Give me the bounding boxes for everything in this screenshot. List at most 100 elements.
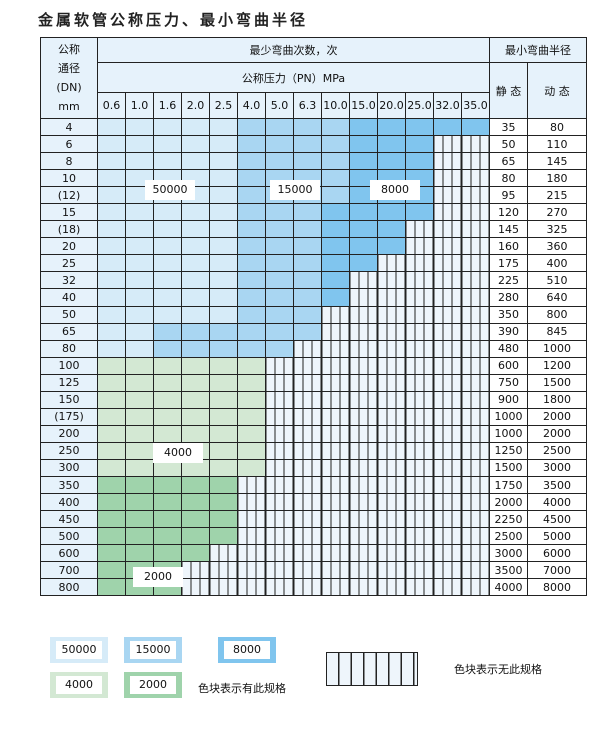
unavailable-cell [293,373,322,392]
available-cell [97,561,126,580]
available-cell [125,322,154,341]
unavailable-cell [321,390,350,409]
unavailable-cell [405,561,434,580]
static-radius-cell: 390 [489,322,528,341]
legend-swatch-4000: 4000 [50,672,108,698]
available-cell [237,373,266,392]
dn-cell: (12) [40,186,98,205]
unavailable-cell [349,407,378,426]
dynamic-radius-cell: 2000 [527,424,587,443]
unavailable-cell [321,493,350,512]
unavailable-cell [349,578,378,597]
table-row: 350 1750 3500 [40,475,587,495]
available-cell [265,152,294,171]
available-cell [349,135,378,154]
available-cell [125,390,154,409]
dn-cell: 450 [40,510,98,529]
page-title: 金属软管公称压力、最小弯曲半径 [38,11,309,29]
unavailable-cell [461,135,490,154]
available-cell [209,339,238,358]
available-cell [209,117,238,137]
available-cell [153,493,182,512]
pressure-column-header: 2.0 [181,92,210,119]
available-cell [349,203,378,222]
available-cell [97,493,126,512]
unavailable-cell [237,475,266,495]
dn-label-line: 公称 [58,43,80,56]
dn-cell: 6 [40,135,98,154]
static-radius-cell: 1000 [489,424,528,443]
static-radius-cell: 80 [489,169,528,188]
unavailable-cell [405,527,434,546]
spec-table: 公称 通径 (DN) mm 最少弯曲次数，次 最小弯曲半径 公称压力（PN）MP… [40,37,587,597]
available-cell [321,152,350,171]
dynamic-header: 动 态 [527,62,587,119]
available-cell [181,356,210,375]
available-cell [97,135,126,154]
unavailable-cell [377,527,406,546]
available-cell [293,271,322,290]
static-radius-cell: 1750 [489,475,528,495]
unavailable-cell [321,441,350,460]
unavailable-cell [209,561,238,580]
available-cell [237,424,266,443]
unavailable-cell [461,578,490,597]
table-row: 200 1000 2000 [40,424,587,443]
unavailable-cell [461,237,490,256]
region-label-2000: 2000 [133,567,183,587]
pressure-column-header: 2.5 [209,92,238,119]
unavailable-cell [405,390,434,409]
unavailable-cell [405,493,434,512]
available-cell [181,407,210,426]
available-cell [209,135,238,154]
available-cell [181,117,210,137]
available-cell [125,220,154,239]
available-cell [265,203,294,222]
table-row: 500 2500 5000 [40,527,587,546]
dn-cell: 700 [40,561,98,580]
unavailable-cell [377,373,406,392]
unavailable-cell [265,424,294,443]
unavailable-cell [461,152,490,171]
unavailable-cell [321,373,350,392]
available-cell [293,305,322,324]
available-cell [125,441,154,460]
unavailable-cell [433,373,462,392]
legend-label: 15000 [130,641,176,659]
unavailable-cell [321,561,350,580]
legend-swatch-15000: 15000 [124,637,182,663]
available-cell [181,475,210,495]
static-radius-cell: 2250 [489,510,528,529]
unavailable-cell [349,441,378,460]
unavailable-cell [293,578,322,597]
available-cell [97,186,126,205]
available-cell [97,305,126,324]
unavailable-cell [293,527,322,546]
unavailable-cell [405,424,434,443]
available-cell [125,288,154,307]
unavailable-cell [405,373,434,392]
unavailable-cell [461,458,490,477]
available-cell [405,152,434,171]
available-cell [209,475,238,495]
unavailable-cell [405,510,434,529]
unavailable-cell [433,305,462,324]
available-cell [293,152,322,171]
unavailable-cell [461,271,490,290]
unavailable-cell [433,271,462,290]
dynamic-radius-cell: 640 [527,288,587,307]
unavailable-cell [461,544,490,563]
dynamic-radius-cell: 4000 [527,493,587,512]
available-cell [97,117,126,137]
static-radius-cell: 280 [489,288,528,307]
dn-cell: 250 [40,441,98,460]
unavailable-cell [405,254,434,273]
unavailable-cell [321,475,350,495]
available-cell [153,254,182,273]
available-cell [237,458,266,477]
dynamic-radius-cell: 3500 [527,475,587,495]
available-cell [181,510,210,529]
available-cell [405,203,434,222]
unavailable-cell [433,527,462,546]
table-row: 800 4000 8000 [40,578,587,597]
